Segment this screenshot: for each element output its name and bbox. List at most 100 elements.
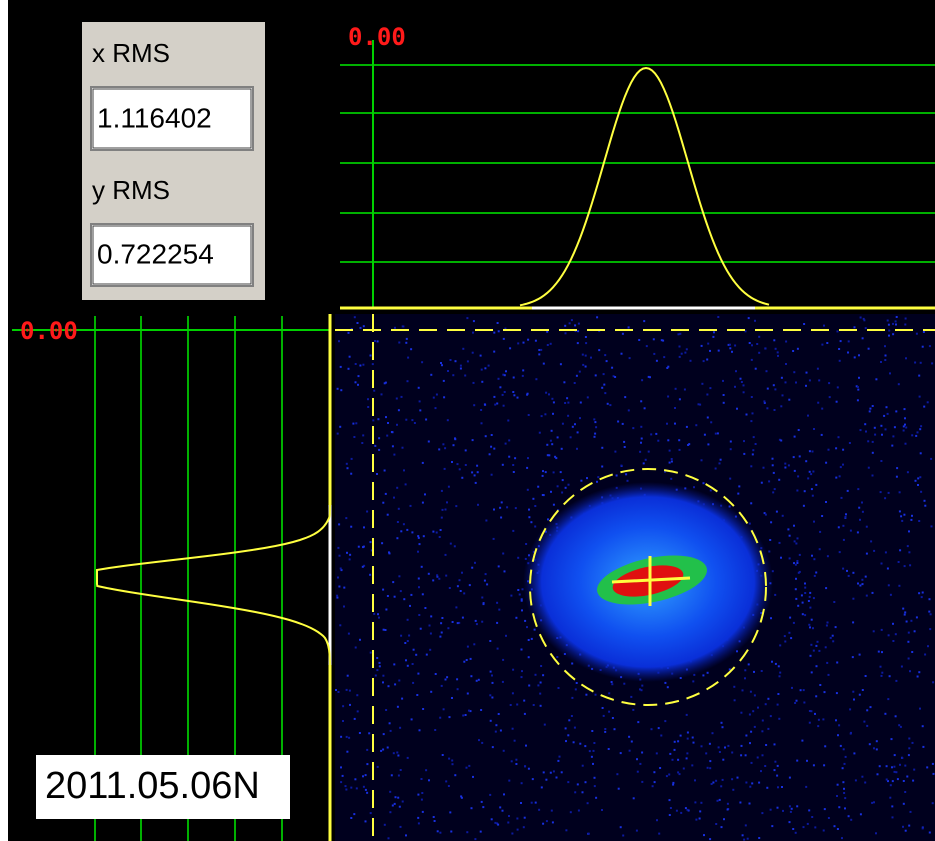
noise-dot xyxy=(774,388,776,390)
noise-dot xyxy=(376,473,378,475)
noise-dot xyxy=(406,338,408,340)
noise-dot xyxy=(817,368,819,370)
noise-dot xyxy=(753,436,755,438)
noise-dot xyxy=(641,438,643,440)
noise-dot xyxy=(732,789,734,791)
noise-dot xyxy=(590,357,592,359)
noise-dot xyxy=(350,787,352,789)
noise-dot xyxy=(828,449,830,451)
noise-dot xyxy=(601,809,603,811)
noise-dot xyxy=(822,718,824,720)
noise-dot xyxy=(908,825,910,827)
noise-dot xyxy=(904,324,906,326)
noise-dot xyxy=(473,404,475,406)
noise-dot xyxy=(428,779,430,781)
noise-dot xyxy=(804,490,806,492)
noise-dot xyxy=(705,752,707,754)
noise-dot xyxy=(737,493,739,495)
noise-dot xyxy=(757,757,759,759)
noise-dot xyxy=(848,815,850,817)
noise-dot xyxy=(818,719,820,721)
noise-dot xyxy=(773,384,775,386)
noise-dot xyxy=(438,448,440,450)
noise-dot xyxy=(561,492,563,494)
noise-dot xyxy=(747,838,749,840)
noise-dot xyxy=(366,792,368,794)
noise-dot xyxy=(852,691,854,693)
noise-dot xyxy=(392,805,394,807)
noise-dot xyxy=(494,822,496,824)
noise-dot xyxy=(667,396,669,398)
noise-dot xyxy=(768,480,770,482)
noise-dot xyxy=(656,752,658,754)
noise-dot xyxy=(370,355,372,357)
noise-dot xyxy=(718,350,720,352)
noise-dot xyxy=(415,654,417,656)
noise-dot xyxy=(674,749,676,751)
noise-dot xyxy=(509,347,511,349)
noise-dot xyxy=(586,477,588,479)
noise-dot xyxy=(865,675,867,677)
noise-dot xyxy=(873,801,875,803)
noise-dot xyxy=(669,814,671,816)
noise-dot xyxy=(526,626,528,628)
noise-dot xyxy=(629,357,631,359)
noise-dot xyxy=(502,810,504,812)
noise-dot xyxy=(843,788,845,790)
noise-dot xyxy=(795,578,797,580)
noise-dot xyxy=(585,342,587,344)
noise-dot xyxy=(550,491,552,493)
noise-dot xyxy=(671,458,673,460)
noise-dot xyxy=(394,596,396,598)
noise-dot xyxy=(866,709,868,711)
noise-dot xyxy=(440,529,442,531)
noise-dot xyxy=(515,507,517,509)
noise-dot xyxy=(553,401,555,403)
noise-dot xyxy=(418,586,420,588)
noise-dot xyxy=(916,616,918,618)
noise-dot xyxy=(924,505,926,507)
noise-dot xyxy=(797,348,799,350)
noise-dot xyxy=(418,822,420,824)
noise-dot xyxy=(821,434,823,436)
noise-dot xyxy=(440,622,442,624)
noise-dot xyxy=(625,473,627,475)
noise-dot xyxy=(623,441,625,443)
noise-dot xyxy=(749,342,751,344)
noise-dot xyxy=(888,330,890,332)
noise-dot xyxy=(380,750,382,752)
noise-dot xyxy=(806,760,808,762)
noise-dot xyxy=(489,694,491,696)
noise-dot xyxy=(755,443,757,445)
noise-dot xyxy=(707,443,709,445)
noise-dot xyxy=(911,434,913,436)
noise-dot xyxy=(394,683,396,685)
noise-dot xyxy=(412,663,414,665)
noise-dot xyxy=(428,573,430,575)
noise-dot xyxy=(577,431,579,433)
noise-dot xyxy=(512,530,514,532)
noise-dot xyxy=(444,447,446,449)
noise-dot xyxy=(449,811,451,813)
noise-dot xyxy=(441,685,443,687)
noise-dot xyxy=(498,713,500,715)
noise-dot xyxy=(887,698,889,700)
noise-dot xyxy=(751,359,753,361)
noise-dot xyxy=(874,427,876,429)
noise-dot xyxy=(545,779,547,781)
noise-dot xyxy=(393,497,395,499)
noise-dot xyxy=(641,379,643,381)
noise-dot xyxy=(337,547,339,549)
noise-dot xyxy=(764,347,766,349)
noise-dot xyxy=(571,715,573,717)
noise-dot xyxy=(850,732,852,734)
noise-dot xyxy=(588,833,590,835)
noise-dot xyxy=(765,703,767,705)
noise-dot xyxy=(823,830,825,832)
noise-dot xyxy=(521,649,523,651)
noise-dot xyxy=(512,669,514,671)
noise-dot xyxy=(754,320,756,322)
noise-dot xyxy=(401,698,403,700)
noise-dot xyxy=(734,699,736,701)
noise-dot xyxy=(919,428,921,430)
